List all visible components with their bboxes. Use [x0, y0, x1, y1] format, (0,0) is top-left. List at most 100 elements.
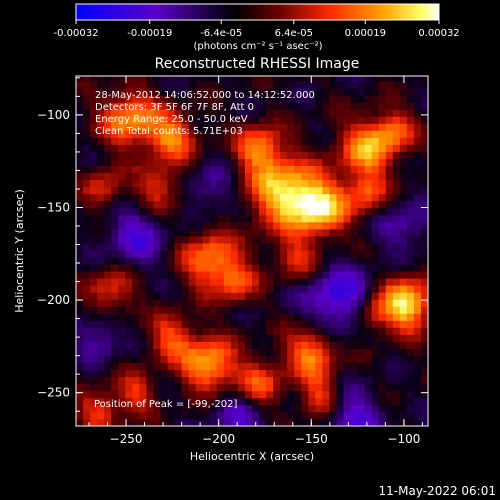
heatmap-cell — [280, 186, 288, 195]
heatmap-cell — [280, 404, 288, 413]
heatmap-cell — [181, 404, 190, 413]
heatmap-cell — [181, 376, 190, 385]
heatmap-cell — [385, 376, 394, 385]
heatmap-cell — [413, 130, 422, 138]
heatmap-cell — [252, 116, 260, 124]
heatmap-cell — [287, 341, 295, 349]
heatmap-cell — [90, 257, 98, 265]
heatmap-cell — [273, 172, 281, 181]
heatmap-cell — [252, 81, 260, 89]
heatmap-cell — [125, 88, 133, 96]
heatmap-cell — [139, 341, 147, 349]
heatmap-cell — [195, 327, 204, 335]
heatmap-cell — [322, 292, 330, 300]
heatmap-cell — [167, 207, 175, 216]
heatmap-cell — [301, 313, 309, 321]
heatmap-cell — [406, 348, 415, 357]
heatmap-cell — [139, 81, 147, 89]
heatmap-cell — [202, 362, 211, 371]
heatmap-cell — [266, 130, 274, 138]
x-tick-label: −250 — [110, 432, 143, 446]
heatmap-cell — [237, 165, 246, 174]
heatmap-cell — [273, 404, 281, 413]
heatmap-cell — [364, 116, 373, 124]
heatmap-cell — [181, 292, 190, 300]
heatmap-cell — [181, 109, 190, 117]
heatmap-cell — [357, 271, 366, 279]
heatmap-cell — [378, 221, 387, 230]
heatmap-cell — [104, 411, 112, 420]
heatmap-cell — [111, 151, 119, 159]
heatmap-cell — [392, 320, 401, 328]
heatmap-cell — [420, 158, 428, 167]
heatmap-cell — [315, 334, 323, 342]
heatmap-cell — [104, 320, 112, 328]
heatmap-cell — [266, 137, 274, 145]
heatmap-cell — [244, 236, 253, 244]
heatmap-cell — [90, 383, 98, 392]
heatmap-cell — [237, 186, 246, 195]
heatmap-cell — [364, 95, 373, 103]
heatmap-cell — [181, 76, 190, 82]
heatmap-cell — [216, 109, 225, 117]
heatmap-cell — [322, 376, 330, 385]
info-line: 28-May-2012 14:06:52.000 to 14:12:52.000 — [95, 90, 315, 101]
heatmap-cell — [420, 228, 428, 237]
heatmap-cell — [195, 130, 204, 138]
heatmap-cell — [188, 327, 197, 335]
heatmap-cell — [308, 186, 316, 195]
heatmap-cell — [188, 102, 197, 110]
heatmap-cell — [301, 320, 309, 328]
heatmap-cell — [315, 362, 323, 371]
heatmap-cell — [273, 299, 281, 307]
heatmap-cell — [273, 221, 281, 230]
heatmap-cell — [132, 348, 140, 357]
heatmap-cell — [350, 320, 358, 328]
heatmap-cell — [350, 250, 358, 258]
heatmap-cell — [167, 411, 175, 420]
heatmap-cell — [287, 228, 295, 237]
heatmap-cell — [237, 278, 246, 286]
heatmap-cell — [76, 250, 84, 258]
heatmap-cell — [357, 193, 366, 202]
heatmap-cell — [125, 116, 133, 124]
heatmap-cell — [146, 116, 154, 124]
heatmap-cell — [153, 243, 161, 251]
heatmap-cell — [139, 102, 147, 110]
heatmap-cell — [420, 243, 428, 251]
heatmap-cell — [97, 130, 105, 138]
heatmap-cell — [181, 207, 190, 216]
heatmap-cell — [252, 341, 260, 349]
heatmap-cell — [188, 88, 197, 96]
heatmap-cell — [413, 376, 422, 385]
heatmap-cell — [188, 348, 197, 357]
heatmap-cell — [83, 116, 91, 124]
heatmap-cell — [195, 320, 204, 328]
heatmap-cell — [371, 116, 380, 124]
heatmap-cell — [237, 418, 246, 426]
heatmap-cell — [167, 383, 175, 392]
heatmap-cell — [392, 158, 401, 167]
heatmap-cell — [223, 137, 232, 145]
heatmap-cell — [223, 116, 232, 124]
heatmap-cell — [237, 116, 246, 124]
heatmap-cell — [315, 306, 323, 314]
heatmap-cell — [280, 102, 288, 110]
heatmap-cell — [385, 200, 394, 209]
heatmap-cell — [399, 116, 408, 124]
heatmap-cell — [111, 172, 119, 181]
heatmap-cell — [153, 88, 161, 96]
heatmap-cell — [350, 179, 358, 188]
heatmap-cell — [237, 137, 246, 145]
heatmap-cell — [252, 243, 260, 251]
heatmap-cell — [287, 355, 295, 364]
heatmap-cell — [259, 221, 267, 230]
heatmap-cell — [406, 236, 415, 244]
heatmap-cell — [167, 376, 175, 385]
heatmap-cell — [385, 214, 394, 223]
heatmap-cell — [132, 95, 140, 103]
heatmap-cell — [90, 397, 98, 406]
heatmap-cell — [336, 102, 344, 110]
heatmap-cell — [322, 151, 330, 159]
heatmap-cell — [216, 186, 225, 195]
